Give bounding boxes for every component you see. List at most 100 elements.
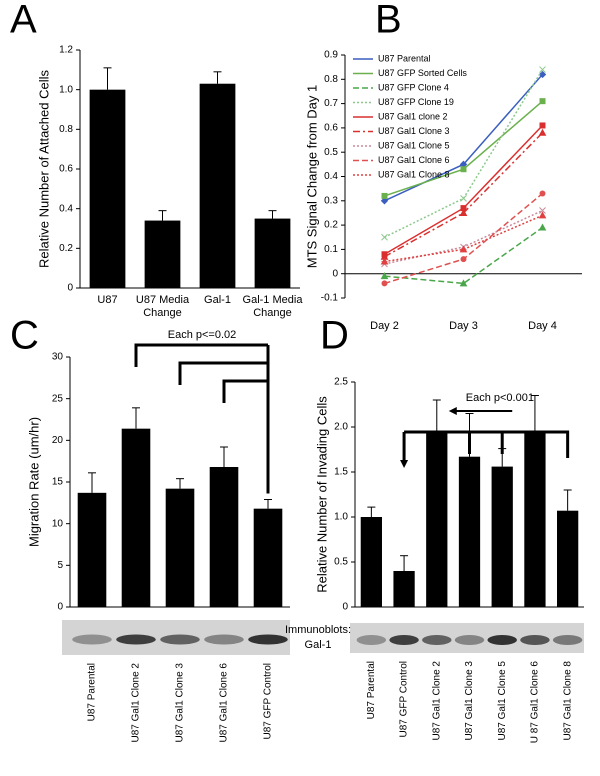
blot-band [204,634,244,645]
x-tick-label: U 87 Gal1 Clone 6 [530,661,541,744]
marker [460,195,467,202]
x-tick-label: U87 Gal1 Clone 3 [464,661,475,741]
y-tick-label: 0 [332,268,338,279]
y-tick-label: 0.8 [59,124,73,135]
legend-label: U87 Gal1 Clone 8 [378,169,450,179]
bar [89,89,126,289]
panel-letter: D [320,314,349,358]
x-tick-label: U87 GFP Control [263,663,274,740]
y-tick-label: 0.2 [324,220,338,231]
x-tick-label: Gal-1 Media Change [242,294,303,319]
bar [254,218,291,288]
marker [459,208,468,216]
blot-band [552,635,583,645]
y-tick-label: 20 [52,435,64,446]
x-tick-label: U87 Gal1 Clone 6 [219,663,230,743]
blot-band [72,634,112,645]
y-tick-label: 1.0 [59,84,73,95]
marker [538,211,547,219]
marker [381,233,388,241]
y-tick-label: 10 [52,518,64,529]
series-line [384,73,544,202]
bar [77,492,107,607]
blot-band [520,635,550,645]
marker [538,128,547,136]
legend-label: U87 GFP Clone 4 [378,82,449,92]
y-tick-label: 1.2 [59,45,73,56]
series-line [384,226,543,285]
legend-label: U87 GFP Clone 19 [378,97,454,107]
y-tick-label: 0.7 [324,98,338,109]
series-line [384,214,543,263]
marker [380,272,389,280]
legend-label: U87 Gal1 Clone 5 [378,140,450,150]
bar [458,456,481,607]
marker [538,70,547,79]
y-tick-label: 2.5 [334,377,348,388]
marker [460,256,467,263]
x-tick-label: U87 Gal1 Clone 3 [175,663,186,743]
marker [381,192,388,199]
y-tick-label: 0.3 [324,195,338,206]
y-axis-title: Migration Rate (um/hr) [26,417,41,547]
y-tick-label: 0.4 [324,171,338,182]
blot-band [422,635,452,645]
x-tick-label: Day 4 [528,320,557,332]
marker [539,98,546,105]
y-tick-label: 0.9 [324,50,338,61]
x-tick-label: Day 2 [370,320,399,332]
bracket [134,343,268,367]
y-axis-title: MTS Signal Change from Day 1 [304,85,319,269]
y-tick-label: 2.0 [334,422,348,433]
y-tick-label: 30 [52,352,64,363]
x-tick-label: U87 Parental [87,663,98,721]
blot-band [116,634,156,645]
y-tick-label: 0.6 [324,123,338,134]
y-tick-label: 1.5 [334,467,348,478]
blot-band [389,635,419,645]
bar [165,488,195,607]
blot-label: Immunoblots: [285,624,351,636]
annotation: Each p<0.001 [466,392,534,404]
bar [524,430,546,607]
x-tick-label: U87 Gal1 Clone 2 [131,663,142,743]
y-tick-label: 0.5 [324,147,338,158]
bracket [404,430,570,458]
marker [538,223,547,231]
legend-label: U87 Gal1 Clone 3 [378,126,450,136]
blot-label: Gal-1 [305,639,332,651]
bar [393,571,415,607]
bar [209,467,239,607]
y-tick-label: 0 [57,602,63,613]
y-tick-label: 15 [52,477,64,488]
y-tick-label: 0 [67,283,73,294]
legend-label: U87 Gal1 Clone 6 [378,155,450,165]
bracket [222,379,268,403]
bar [199,83,236,288]
x-tick-label: U87 Parental [366,661,377,719]
y-tick-label: 0.4 [59,203,73,214]
marker [381,280,388,287]
y-tick-label: 0 [342,602,348,613]
x-tick-label: U87 Gal1 Clone 2 [431,661,442,741]
bar [121,428,151,607]
panel-letter: B [375,0,402,42]
y-tick-label: 0.2 [59,243,73,254]
bar [491,466,513,607]
blot-band [160,634,200,645]
bar [253,508,283,607]
x-tick-label: U87 Gal1 Clone 5 [497,661,508,741]
bar [144,220,181,288]
bar [557,510,579,607]
blot-band [248,634,288,645]
blot-band [356,635,387,645]
y-tick-label: 1.0 [334,512,348,523]
bar [426,433,448,607]
bar [360,517,382,607]
y-tick-label: 0.5 [334,557,348,568]
blot-band [487,635,517,645]
marker [539,122,546,129]
blot-band [454,635,485,645]
